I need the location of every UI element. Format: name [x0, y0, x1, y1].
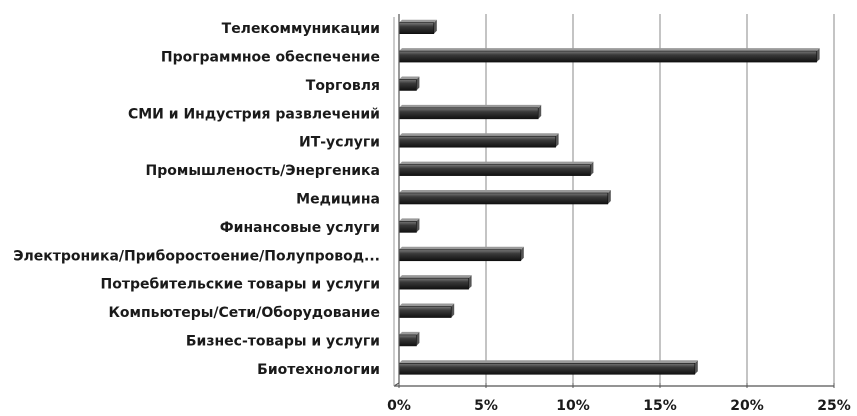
category-labels: Телекоммуникации Программное обеспечение Т… [13, 21, 380, 378]
bar-4 [398, 133, 559, 148]
bar-10 [398, 303, 455, 318]
axis-corner [393, 382, 400, 387]
category-label-4: ИТ-услуги [299, 135, 380, 151]
category-label-10: Компьютеры/Сети/Оборудование [108, 305, 380, 321]
category-label-5: Промышленость/Энергеника [146, 163, 380, 179]
category-label-11: Бизнес-товары и услуги [186, 333, 380, 349]
category-label-0: Телекоммуникации [222, 21, 380, 37]
x-tick-label-2: 10% [556, 398, 590, 414]
category-label-8: Электроника/Приборостоение/Полупровод... [13, 248, 380, 264]
bar-9 [398, 275, 472, 290]
bar-1 [398, 48, 820, 63]
x-tick-label-5: 25% [817, 398, 851, 414]
bar-7 [398, 218, 420, 233]
bar-5 [398, 161, 594, 176]
category-label-1: Программное обеспечение [161, 50, 380, 66]
bar-11 [398, 331, 420, 347]
x-tick-label-3: 15% [643, 398, 677, 414]
bar-6 [398, 190, 611, 205]
bar-3 [398, 104, 542, 120]
x-tick-label-0: 0% [387, 398, 411, 414]
bar-0 [398, 19, 437, 34]
category-label-3: СМИ и Индустрия развлечений [128, 106, 380, 122]
category-label-6: Медицина [296, 192, 380, 208]
x-tick-label-1: 5% [474, 398, 498, 414]
bar-12 [398, 360, 698, 375]
x-tick-label-4: 20% [730, 398, 764, 414]
category-label-9: Потребительские товары и услуги [101, 277, 380, 293]
category-label-12: Биотехнологии [257, 362, 380, 378]
x-axis-tick-labels: 0% 5% 10% 15% 20% 25% [387, 398, 851, 414]
bars [398, 19, 820, 375]
category-label-7: Финансовые услуги [220, 220, 380, 236]
bar-2 [398, 76, 420, 91]
axes [393, 14, 835, 388]
category-label-2: Торговля [306, 78, 380, 94]
grid-lines [485, 14, 835, 383]
bar-8 [398, 246, 524, 262]
